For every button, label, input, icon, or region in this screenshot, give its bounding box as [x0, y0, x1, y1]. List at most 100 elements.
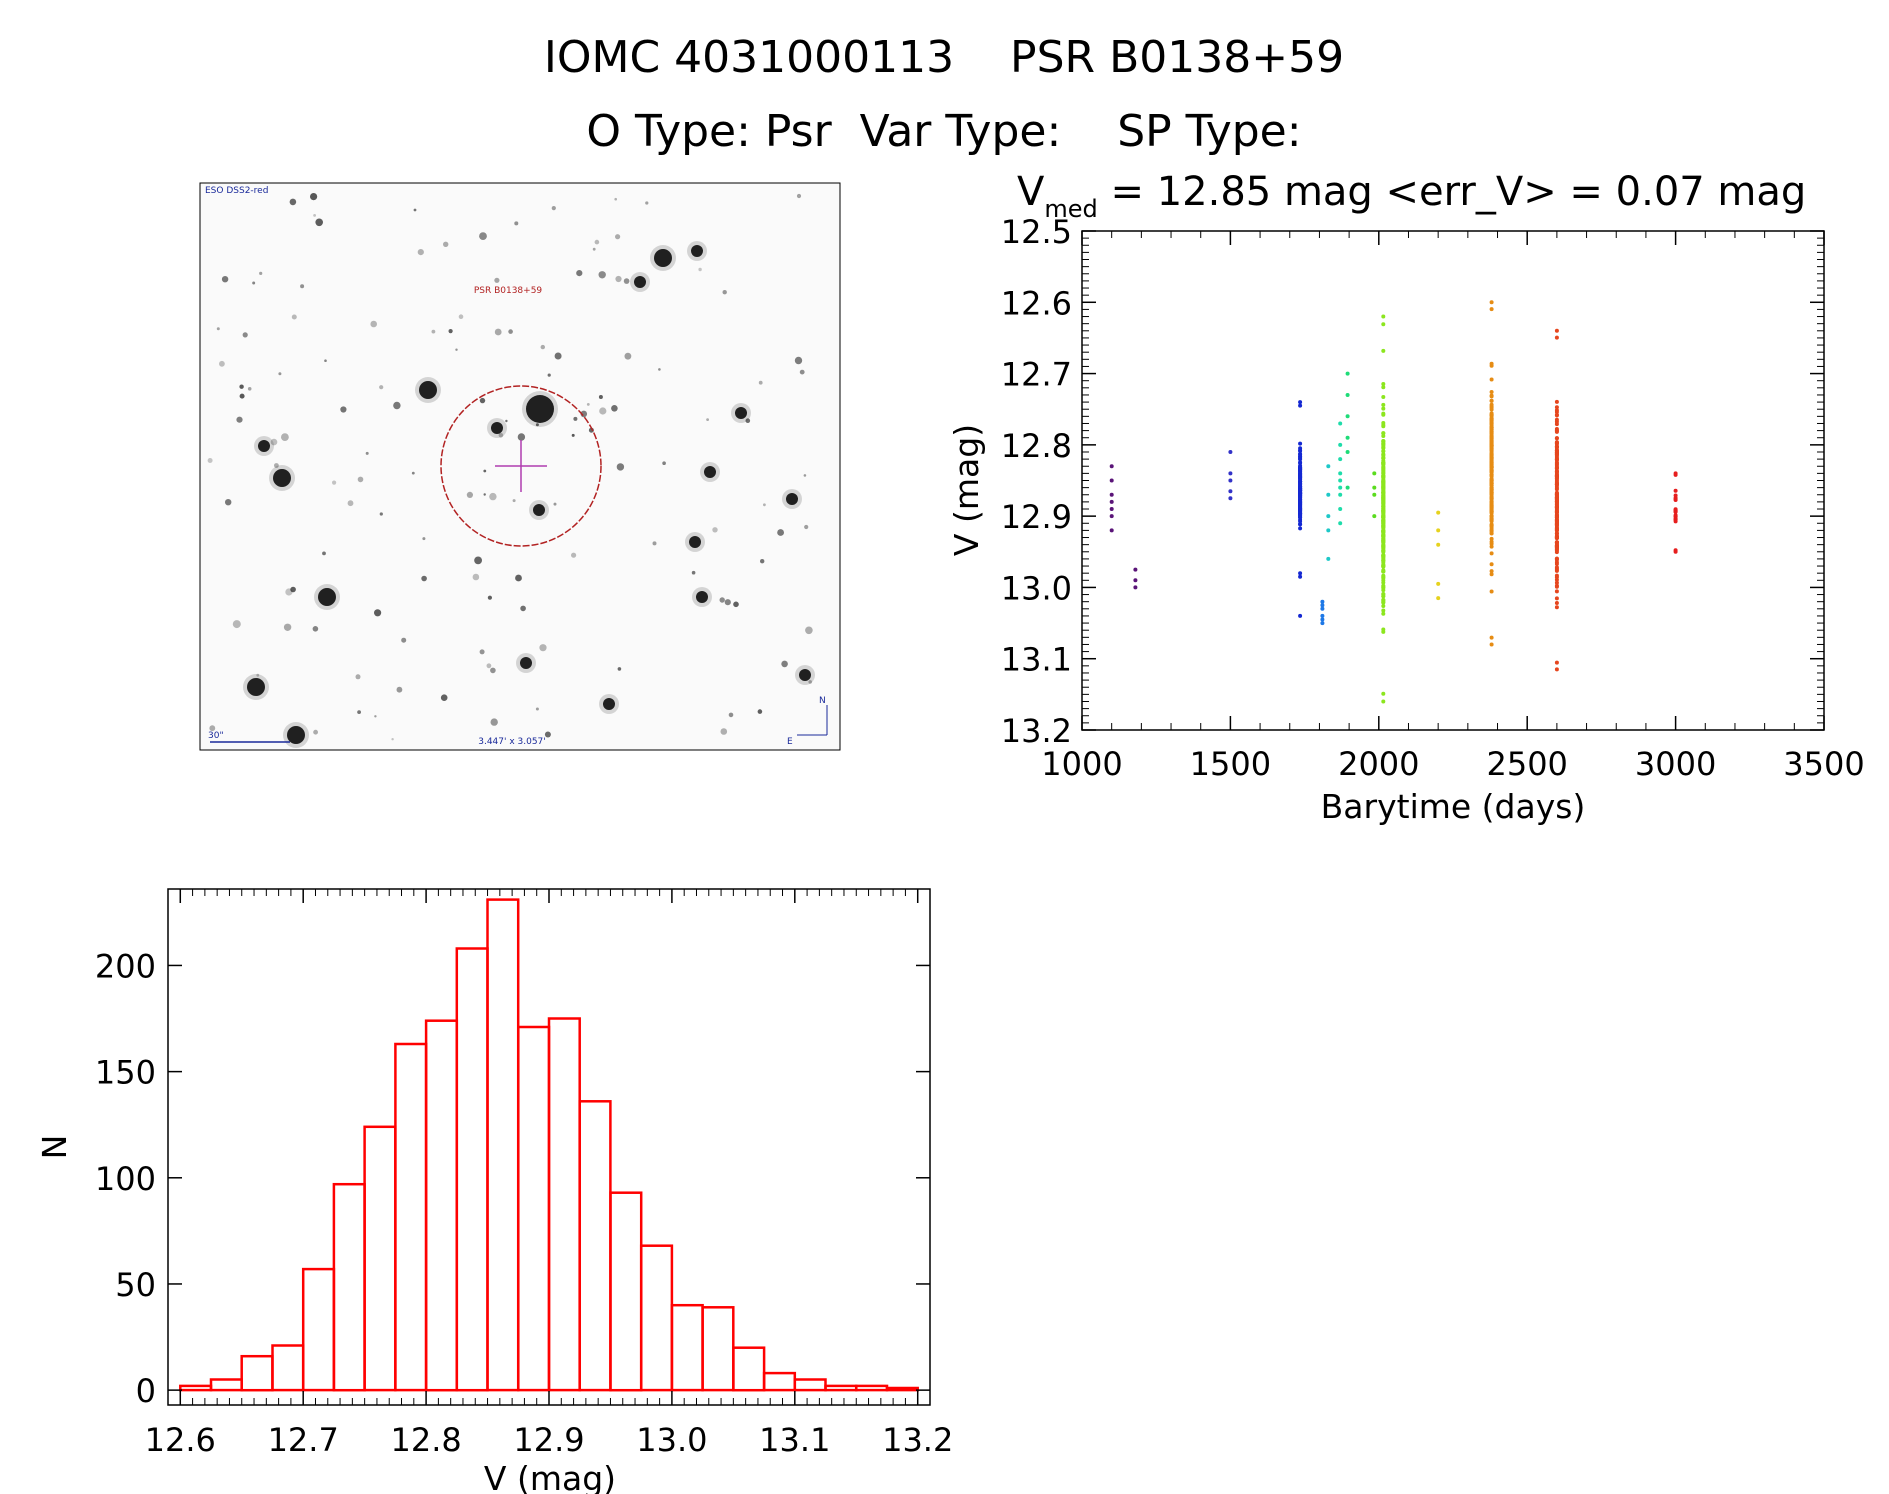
lc-point	[1381, 322, 1386, 327]
lc-point	[1489, 541, 1494, 546]
lc-point	[1489, 496, 1494, 500]
lc-point	[1554, 543, 1559, 548]
faint-star	[805, 626, 813, 635]
lc-point	[1298, 490, 1303, 495]
faint-star	[758, 380, 763, 385]
star-halo	[269, 465, 295, 491]
lc-point	[1381, 509, 1386, 514]
histogram-bar	[762, 1371, 797, 1392]
histogram-bar	[609, 1191, 643, 1392]
lc-point	[1228, 450, 1233, 454]
lc-point	[1338, 485, 1343, 490]
lc-point	[1489, 443, 1494, 448]
lc-point	[1489, 412, 1494, 417]
lc-point	[1133, 567, 1138, 572]
faint-star	[594, 239, 600, 245]
hist-y-tick-label: 100	[95, 1160, 156, 1198]
lc-point	[1554, 560, 1559, 565]
light-curve-frame	[1081, 230, 1825, 731]
lc-point	[1298, 507, 1303, 512]
x-tick-label: 1500	[1190, 745, 1271, 783]
faint-star	[720, 728, 728, 735]
object-type-subtitle: O Type: Psr Var Type: SP Type:	[586, 106, 1301, 157]
star-halo	[687, 241, 707, 261]
lc-point	[1554, 504, 1559, 509]
lc-point	[1489, 439, 1494, 444]
lc-point	[1381, 490, 1386, 495]
lc-point	[1554, 413, 1559, 418]
title-rest: = 12.85 mag <err_V> = 0.07 mag	[1098, 169, 1807, 215]
star	[287, 726, 305, 744]
lc-point	[1489, 363, 1494, 368]
lc-point	[1554, 476, 1559, 481]
faint-star	[745, 418, 751, 424]
faint-star	[479, 232, 487, 241]
faint-star	[413, 208, 417, 212]
faint-star	[355, 674, 361, 680]
lc-point	[1489, 435, 1494, 440]
faint-star	[598, 395, 603, 399]
histogram-bar	[332, 1182, 366, 1392]
lc-point	[1436, 510, 1441, 515]
star	[491, 422, 503, 434]
title-subscript: med	[1044, 195, 1097, 223]
lc-point	[1554, 605, 1559, 610]
lc-point	[1381, 314, 1386, 319]
lc-point	[1673, 496, 1678, 500]
faint-star	[662, 461, 666, 466]
faint-star	[232, 620, 241, 629]
lc-point	[1372, 514, 1377, 519]
lc-point	[1554, 535, 1559, 539]
lc-point	[1554, 556, 1559, 561]
hist-y-tick-label: 50	[115, 1266, 156, 1304]
faint-star	[290, 586, 296, 593]
lc-point	[1338, 521, 1343, 526]
hist-x-tick-label: 12.6	[145, 1421, 216, 1459]
y-tick-label: 12.5	[1001, 213, 1072, 251]
histogram-bar	[301, 1267, 336, 1392]
histogram-bar	[578, 1100, 612, 1392]
faint-star	[313, 214, 316, 217]
hist-x-tick-label: 12.7	[268, 1421, 339, 1459]
star-halo	[700, 462, 720, 482]
faint-star	[615, 234, 621, 240]
lc-point	[1381, 486, 1386, 491]
lc-point	[1436, 581, 1441, 586]
lc-point	[1298, 482, 1303, 487]
lc-point	[1489, 487, 1494, 492]
star-halo	[685, 532, 705, 552]
lc-point	[1298, 457, 1303, 462]
faint-star	[455, 348, 458, 351]
lc-point	[1554, 328, 1559, 333]
lc-point	[1381, 598, 1386, 602]
faint-star	[808, 680, 812, 684]
faint-star	[615, 275, 622, 283]
lc-point	[1489, 569, 1494, 574]
lc-point	[1345, 435, 1350, 440]
lc-point	[1554, 486, 1559, 491]
star-halo	[243, 674, 269, 700]
faint-star	[357, 476, 364, 483]
faint-star	[291, 314, 297, 320]
lc-point	[1228, 496, 1233, 501]
faint-star	[483, 469, 487, 473]
y-tick-label: 12.7	[1001, 356, 1072, 394]
lc-point	[1338, 478, 1343, 483]
faint-star	[289, 198, 297, 206]
lc-point	[1298, 500, 1303, 505]
lc-point	[1298, 522, 1303, 527]
histogram-bar	[732, 1346, 766, 1392]
lc-point	[1554, 565, 1559, 570]
faint-star	[221, 276, 229, 283]
star	[603, 698, 615, 710]
lc-point	[1381, 424, 1386, 429]
lc-point	[1381, 382, 1386, 386]
faint-star	[426, 384, 430, 388]
lc-point	[1436, 528, 1441, 533]
faint-star	[505, 419, 508, 423]
star-halo	[522, 391, 558, 427]
star-halo	[487, 418, 507, 438]
star-halo	[630, 272, 650, 292]
histogram-ylabel: N	[35, 1135, 74, 1160]
faint-star	[474, 556, 482, 565]
